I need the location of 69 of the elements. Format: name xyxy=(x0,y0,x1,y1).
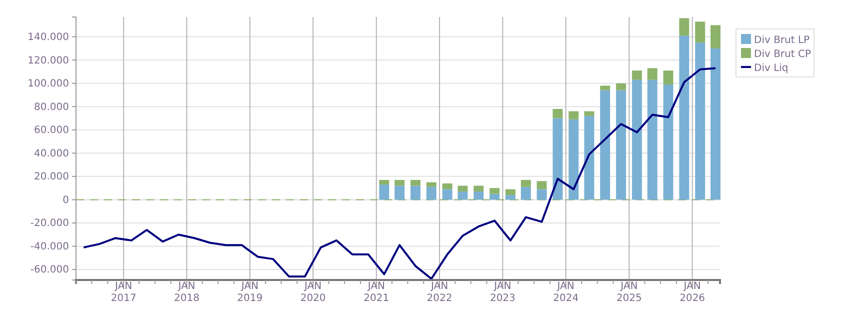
bar xyxy=(710,48,720,200)
bar xyxy=(490,194,500,200)
x-tick-label: JAN 2026 xyxy=(680,281,706,304)
bar xyxy=(379,184,390,200)
bar xyxy=(458,186,468,192)
bar xyxy=(695,42,706,200)
x-tick-label: JAN 2019 xyxy=(237,281,263,304)
bar xyxy=(442,189,452,200)
x-tick-label: JAN 2024 xyxy=(553,281,579,304)
bar xyxy=(695,22,706,43)
bar xyxy=(536,181,547,190)
bar xyxy=(552,118,563,200)
y-tick-label: 120.000 xyxy=(28,55,69,66)
bar xyxy=(505,195,516,200)
bar xyxy=(410,180,420,186)
bar xyxy=(647,68,658,80)
y-tick-label: 20.000 xyxy=(34,172,69,183)
bar xyxy=(584,116,594,200)
bar xyxy=(490,188,500,194)
y-tick-label: 60.000 xyxy=(34,125,69,136)
y-tick-label: 0 xyxy=(62,194,69,206)
y-tick-label: 100.000 xyxy=(28,78,69,90)
bar xyxy=(474,192,484,200)
bar xyxy=(426,186,436,200)
bar xyxy=(426,182,436,187)
bar xyxy=(520,180,531,187)
bar xyxy=(616,90,626,200)
bar xyxy=(505,189,516,196)
x-tick-label: JAN 2020 xyxy=(300,281,326,304)
bar xyxy=(394,180,405,186)
bar xyxy=(520,186,531,200)
bar xyxy=(632,80,642,200)
legend-label: Div Brut LP xyxy=(754,35,810,46)
bar xyxy=(458,192,468,200)
bar xyxy=(663,70,674,84)
bar xyxy=(679,36,690,200)
bar xyxy=(663,84,674,200)
x-tick-label: JAN 2021 xyxy=(364,281,390,304)
legend-label: Div Brut CP xyxy=(754,49,811,60)
bar xyxy=(442,183,452,190)
bar xyxy=(474,186,484,192)
x-tick-label: JAN 2022 xyxy=(426,281,452,304)
bar xyxy=(410,186,420,200)
x-tick-label: JAN 2023 xyxy=(490,281,516,304)
bar xyxy=(536,189,547,200)
bar xyxy=(600,86,610,90)
y-tick-label: -20.000 xyxy=(30,218,69,230)
bar xyxy=(394,186,405,200)
legend-label: Div Liq xyxy=(754,63,788,74)
y-tick-label: -60.000 xyxy=(30,264,69,276)
x-tick-label: JAN 2025 xyxy=(616,281,642,304)
x-tick-label: JAN 2017 xyxy=(110,281,136,304)
bar xyxy=(600,90,610,200)
bar xyxy=(552,108,563,118)
y-tick-label: 40.000 xyxy=(34,148,69,160)
bar xyxy=(568,119,579,200)
y-tick-label: 80.000 xyxy=(34,102,69,113)
bar xyxy=(679,18,690,36)
line-series xyxy=(82,67,716,280)
y-tick-label: 140.000 xyxy=(28,32,69,43)
bar xyxy=(584,111,594,116)
bar xyxy=(632,70,642,80)
bar xyxy=(616,83,626,90)
x-tick-label: JAN 2018 xyxy=(174,281,200,304)
y-tick-label: -40.000 xyxy=(30,241,69,252)
bar xyxy=(568,111,579,120)
bar xyxy=(710,25,720,48)
bar xyxy=(379,180,390,185)
bar xyxy=(647,80,658,200)
